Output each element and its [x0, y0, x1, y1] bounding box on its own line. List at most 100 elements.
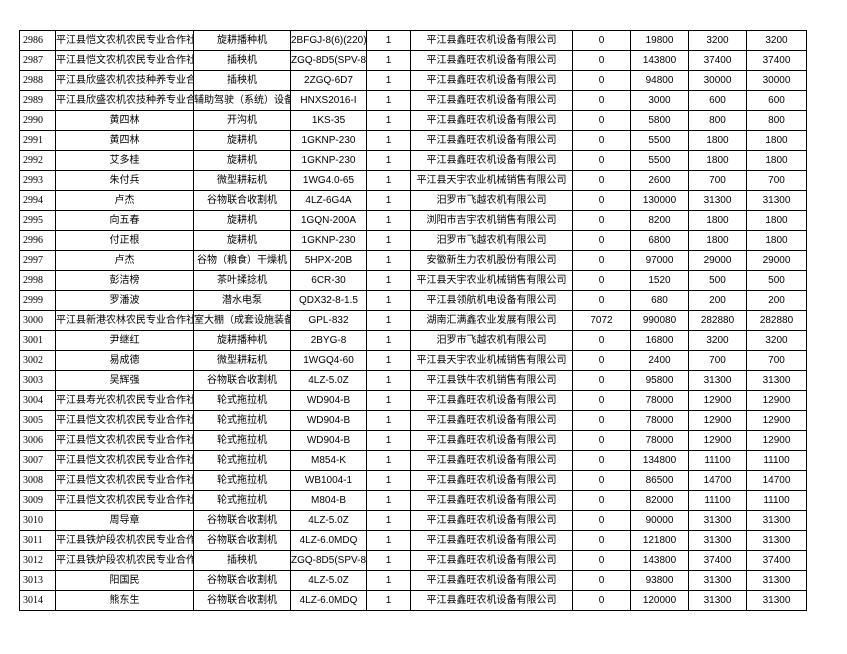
subsidy: 31300 — [688, 590, 747, 611]
dealer: 浏阳市吉宇农机销售有限公司 — [410, 210, 573, 231]
model: 4LZ-5.0Z — [290, 510, 367, 531]
record-id: 3008 — [19, 470, 56, 491]
applicant: 平江县恺文农机农民专业合作社 — [55, 430, 194, 451]
extra-amount: 0 — [572, 470, 631, 491]
quantity: 1 — [366, 350, 411, 371]
price: 82000 — [630, 490, 689, 511]
subsidy-total: 31300 — [746, 530, 807, 551]
extra-amount: 0 — [572, 490, 631, 511]
machine-type: 轮式拖拉机 — [193, 450, 291, 471]
machine-type: 室大棚（成套设施装备 — [193, 310, 291, 331]
record-id: 3006 — [19, 430, 56, 451]
subsidy-total: 700 — [746, 350, 807, 371]
price: 16800 — [630, 330, 689, 351]
model: 6CR-30 — [290, 270, 367, 291]
record-id: 2998 — [19, 270, 56, 291]
subsidy-total: 29000 — [746, 250, 807, 271]
applicant: 朱付兵 — [55, 170, 194, 191]
subsidy-total: 31300 — [746, 570, 807, 591]
quantity: 1 — [366, 170, 411, 191]
subsidy: 31300 — [688, 370, 747, 391]
applicant: 吴辉强 — [55, 370, 194, 391]
model: M804-B — [290, 490, 367, 511]
quantity: 1 — [366, 30, 411, 51]
machine-type: 轮式拖拉机 — [193, 470, 291, 491]
quantity: 1 — [366, 390, 411, 411]
price: 5500 — [630, 150, 689, 171]
applicant: 尹继红 — [55, 330, 194, 351]
table-row: 2995 向五春 旋耕机 1GQN-200A 1 浏阳市吉宇农机销售有限公司 0 8200 18… — [19, 210, 807, 231]
subsidy: 700 — [688, 350, 747, 371]
extra-amount: 0 — [572, 390, 631, 411]
subsidy-total: 282880 — [746, 310, 807, 331]
applicant: 平江县恺文农机农民专业合作社 — [55, 50, 194, 71]
price: 90000 — [630, 510, 689, 531]
subsidy-total: 12900 — [746, 410, 807, 431]
table-row: 3007 平江县恺文农机农民专业合作社 轮式拖拉机 M854-K 1 平江县鑫旺农机设备有… — [19, 450, 807, 471]
applicant: 平江县恺文农机农民专业合作社 — [55, 470, 194, 491]
model: ZGQ-8D5(SPV-8C2 — [290, 50, 367, 71]
table-row: 2992 艾多桂 旋耕机 1GKNP-230 1 平江县鑫旺农机设备有限公司 0 5500 18… — [19, 150, 807, 171]
table-row: 3003 吴辉强 谷物联合收割机 4LZ-5.0Z 1 平江县铁牛农机销售有限公司 0 958… — [19, 370, 807, 391]
applicant: 平江县新港农林农民专业合作社 — [55, 310, 194, 331]
dealer: 平江县鑫旺农机设备有限公司 — [410, 110, 573, 131]
machine-type: 谷物（粮食）干燥机 — [193, 250, 291, 271]
price: 93800 — [630, 570, 689, 591]
machine-type: 谷物联合收割机 — [193, 530, 291, 551]
price: 120000 — [630, 590, 689, 611]
extra-amount: 0 — [572, 130, 631, 151]
price: 5500 — [630, 130, 689, 151]
table-row: 2991 黄四林 旋耕机 1GKNP-230 1 平江县鑫旺农机设备有限公司 0 5500 18… — [19, 130, 807, 151]
subsidy-total: 31300 — [746, 370, 807, 391]
model: 1GKNP-230 — [290, 150, 367, 171]
table-row: 3011 平江县铁炉段农机农民专业合作社 谷物联合收割机 4LZ-6.0MDQ 1 平江县… — [19, 530, 807, 551]
dealer: 平江县铁牛农机销售有限公司 — [410, 370, 573, 391]
quantity: 1 — [366, 150, 411, 171]
quantity: 1 — [366, 550, 411, 571]
applicant: 易成德 — [55, 350, 194, 371]
model: 5HPX-20B — [290, 250, 367, 271]
model: WB1004-1 — [290, 470, 367, 491]
applicant: 熊东生 — [55, 590, 194, 611]
machine-type: 茶叶揉捻机 — [193, 270, 291, 291]
dealer: 湖南汇满鑫农业发展有限公司 — [410, 310, 573, 331]
record-id: 3012 — [19, 550, 56, 571]
model: WD904-B — [290, 430, 367, 451]
machine-type: 插秧机 — [193, 70, 291, 91]
subsidy: 31300 — [688, 570, 747, 591]
record-id: 3002 — [19, 350, 56, 371]
extra-amount: 0 — [572, 530, 631, 551]
subsidy-total: 11100 — [746, 450, 807, 471]
subsidy: 3200 — [688, 30, 747, 51]
model: 1WGQ4-60 — [290, 350, 367, 371]
model: WD904-B — [290, 390, 367, 411]
record-id: 2990 — [19, 110, 56, 131]
model: M854-K — [290, 450, 367, 471]
subsidy-total: 37400 — [746, 50, 807, 71]
model: 1GQN-200A — [290, 210, 367, 231]
machine-type: 辅助驾驶（系统）设备 — [193, 90, 291, 111]
table-body: 2986 平江县恺文农机农民专业合作社 旋耕播种机 2BFGJ-8(6)(220) 1 平… — [19, 30, 807, 611]
record-id: 3003 — [19, 370, 56, 391]
applicant: 平江县欣盛农机农技种养专业合作社 — [55, 70, 194, 91]
quantity: 1 — [366, 510, 411, 531]
subsidy-total: 1800 — [746, 130, 807, 151]
record-id: 2997 — [19, 250, 56, 271]
subsidy: 30000 — [688, 70, 747, 91]
table-row: 3001 尹继红 旋耕播种机 2BYG-8 1 汨罗市飞越农机有限公司 0 16800 3200… — [19, 330, 807, 351]
subsidy: 37400 — [688, 550, 747, 571]
model: 4LZ-5.0Z — [290, 370, 367, 391]
dealer: 平江县鑫旺农机设备有限公司 — [410, 470, 573, 491]
machine-type: 微型耕耘机 — [193, 350, 291, 371]
price: 78000 — [630, 430, 689, 451]
subsidy-total: 37400 — [746, 550, 807, 571]
model: 2BYG-8 — [290, 330, 367, 351]
table-row: 2993 朱付兵 微型耕耘机 1WG4.0-65 1 平江县天宇农业机械销售有限公司 0 26… — [19, 170, 807, 191]
quantity: 1 — [366, 90, 411, 111]
extra-amount: 0 — [572, 70, 631, 91]
applicant: 彭洁榜 — [55, 270, 194, 291]
record-id: 3005 — [19, 410, 56, 431]
model: HNXS2016-I — [290, 90, 367, 111]
machine-type: 旋耕播种机 — [193, 330, 291, 351]
